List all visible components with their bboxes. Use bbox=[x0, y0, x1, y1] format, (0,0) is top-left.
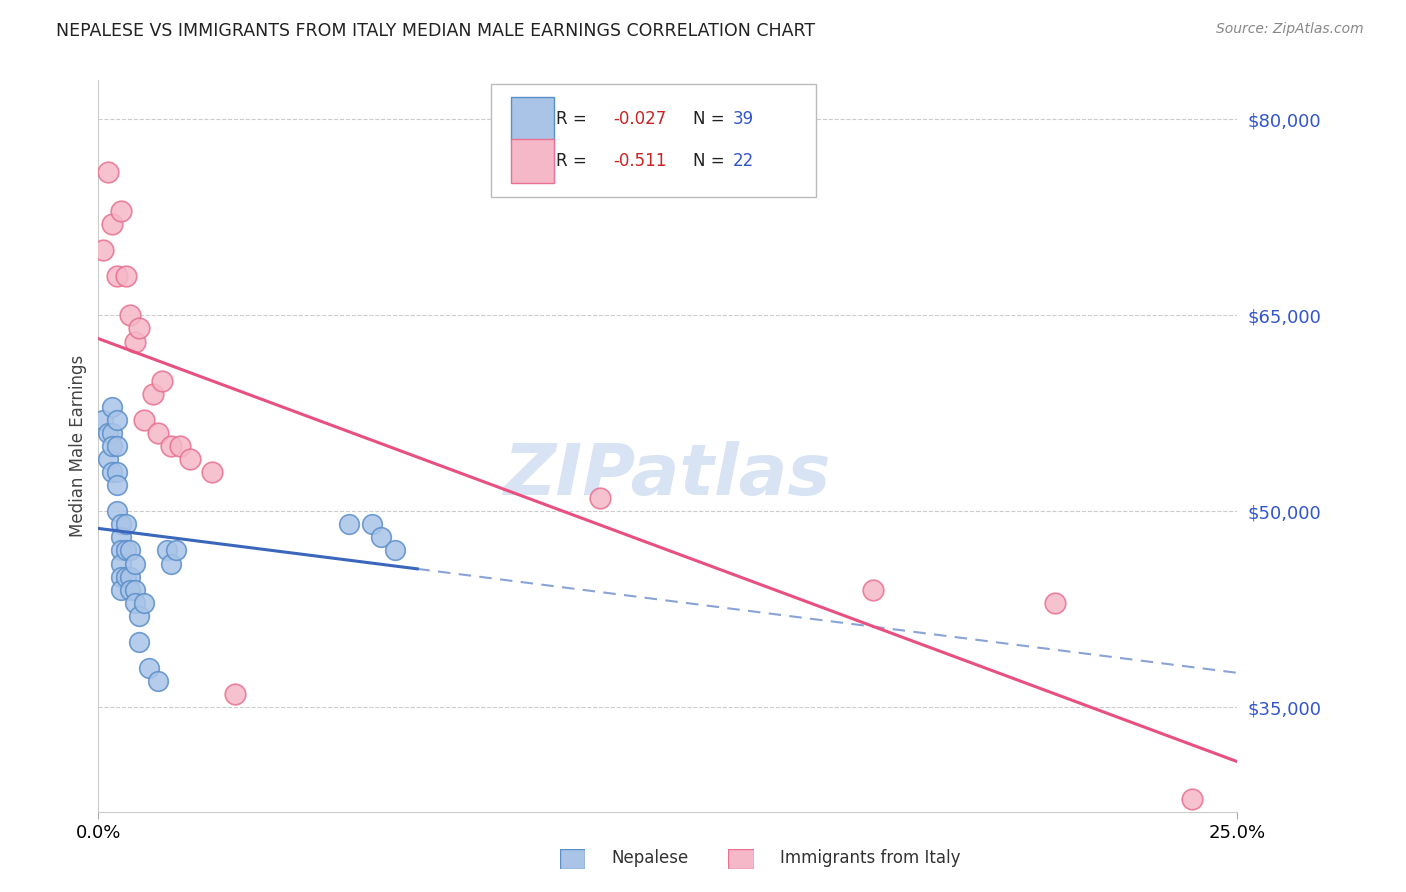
Point bbox=[105, 413, 128, 427]
Point bbox=[110, 557, 132, 571]
Point bbox=[110, 203, 132, 218]
Point bbox=[96, 164, 118, 178]
Point bbox=[105, 439, 128, 453]
Point bbox=[101, 439, 124, 453]
Point bbox=[128, 635, 150, 649]
Text: N =: N = bbox=[693, 152, 730, 169]
Point bbox=[146, 425, 169, 440]
Point bbox=[114, 517, 136, 532]
Text: -0.511: -0.511 bbox=[613, 152, 666, 169]
FancyBboxPatch shape bbox=[728, 849, 754, 869]
Point bbox=[120, 582, 142, 597]
Point bbox=[105, 504, 128, 518]
Text: Immigrants from Italy: Immigrants from Italy bbox=[780, 849, 960, 867]
Point bbox=[96, 425, 118, 440]
FancyBboxPatch shape bbox=[510, 139, 554, 183]
Point bbox=[179, 452, 201, 467]
Point bbox=[120, 543, 142, 558]
Text: -0.027: -0.027 bbox=[613, 110, 666, 128]
Point bbox=[142, 386, 165, 401]
Point bbox=[124, 557, 146, 571]
Point bbox=[156, 543, 179, 558]
FancyBboxPatch shape bbox=[491, 84, 815, 197]
Point bbox=[132, 596, 155, 610]
Text: R =: R = bbox=[557, 110, 592, 128]
Point bbox=[101, 425, 124, 440]
Point bbox=[120, 309, 142, 323]
Point bbox=[105, 465, 128, 479]
Point bbox=[91, 413, 114, 427]
Point bbox=[150, 374, 173, 388]
Point bbox=[114, 543, 136, 558]
Point bbox=[110, 543, 132, 558]
Point bbox=[862, 582, 884, 597]
Point bbox=[370, 530, 392, 544]
Text: 39: 39 bbox=[733, 110, 754, 128]
Point bbox=[120, 569, 142, 583]
Y-axis label: Median Male Earnings: Median Male Earnings bbox=[69, 355, 87, 537]
Point bbox=[114, 269, 136, 284]
Point bbox=[101, 217, 124, 231]
Point bbox=[165, 543, 187, 558]
Text: 22: 22 bbox=[733, 152, 754, 169]
Point bbox=[128, 321, 150, 335]
Text: R =: R = bbox=[557, 152, 592, 169]
Point bbox=[146, 674, 169, 689]
Point bbox=[96, 452, 118, 467]
Point bbox=[101, 400, 124, 414]
Point bbox=[105, 269, 128, 284]
Point bbox=[132, 413, 155, 427]
Text: ZIPatlas: ZIPatlas bbox=[505, 441, 831, 509]
Point bbox=[110, 517, 132, 532]
Point bbox=[138, 661, 160, 675]
Point bbox=[169, 439, 191, 453]
Text: Nepalese: Nepalese bbox=[612, 849, 689, 867]
Point bbox=[1181, 791, 1204, 805]
FancyBboxPatch shape bbox=[560, 849, 585, 869]
Point bbox=[124, 334, 146, 349]
Point bbox=[110, 582, 132, 597]
Text: N =: N = bbox=[693, 110, 730, 128]
Point bbox=[105, 478, 128, 492]
Text: NEPALESE VS IMMIGRANTS FROM ITALY MEDIAN MALE EARNINGS CORRELATION CHART: NEPALESE VS IMMIGRANTS FROM ITALY MEDIAN… bbox=[56, 22, 815, 40]
Point bbox=[360, 517, 382, 532]
Point bbox=[101, 465, 124, 479]
Point bbox=[160, 439, 183, 453]
Point bbox=[124, 582, 146, 597]
Point bbox=[337, 517, 360, 532]
Point bbox=[110, 530, 132, 544]
Text: Source: ZipAtlas.com: Source: ZipAtlas.com bbox=[1216, 22, 1364, 37]
Point bbox=[201, 465, 224, 479]
Point bbox=[110, 569, 132, 583]
Point bbox=[1043, 596, 1066, 610]
Point bbox=[91, 243, 114, 257]
Point bbox=[124, 596, 146, 610]
Point bbox=[128, 608, 150, 623]
Point bbox=[224, 687, 246, 701]
Point bbox=[588, 491, 610, 506]
Point bbox=[160, 557, 183, 571]
Point bbox=[114, 569, 136, 583]
FancyBboxPatch shape bbox=[510, 97, 554, 141]
Point bbox=[384, 543, 406, 558]
